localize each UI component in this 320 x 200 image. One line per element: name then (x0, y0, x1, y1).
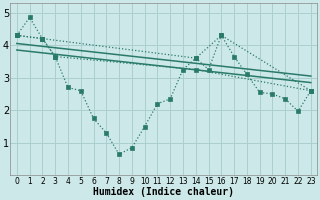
X-axis label: Humidex (Indice chaleur): Humidex (Indice chaleur) (93, 187, 234, 197)
